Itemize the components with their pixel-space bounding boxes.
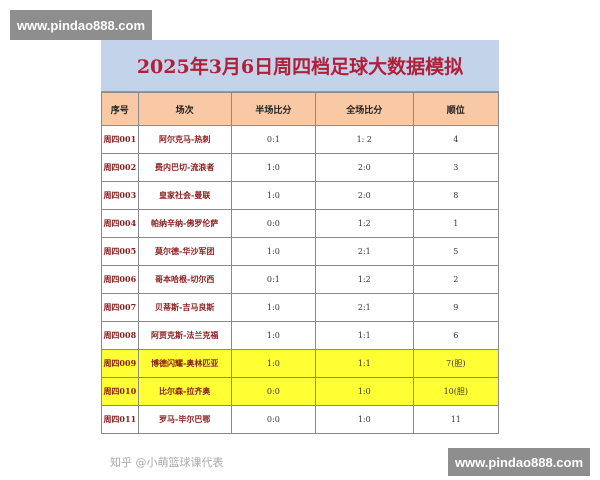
table-row: 周四009 博德闪耀-奥林匹亚 1:0 1:1 7(胆)	[101, 349, 500, 378]
cell-full: 2:1	[315, 293, 414, 322]
cell-half: 1:0	[230, 293, 317, 322]
cell-full: 1: 2	[315, 125, 414, 154]
cell-half: 1:0	[230, 349, 317, 378]
cell-id: 周四002	[101, 153, 139, 182]
column-header: 全场比分	[315, 92, 414, 126]
cell-id: 周四001	[101, 125, 139, 154]
cell-half: 0:0	[230, 377, 317, 406]
table-row: 周四004 帕纳辛纳-佛罗伦萨 0:0 1:2 1	[101, 209, 500, 238]
cell-full: 1:0	[315, 405, 414, 434]
cell-rank: 1	[412, 209, 500, 238]
cell-rank: 4	[412, 125, 500, 154]
cell-rank: 7(胆)	[412, 349, 500, 378]
site-watermark: www.pindao888.com	[10, 10, 152, 40]
page-title: 2025年3月6日周四档足球大数据模拟	[101, 40, 499, 92]
cell-rank: 8	[412, 181, 500, 210]
cell-full: 1:0	[315, 377, 414, 406]
table-row: 周四002 费内巴切-流浪者 1:0 2:0 3	[101, 153, 500, 182]
table-row: 周四011 罗马-毕尔巴鄂 0:0 1:0 11	[101, 405, 500, 434]
cell-match: 阿尔克马-热刺	[137, 125, 232, 154]
table-row: 周四003 皇家社会-曼联 1:0 2:0 8	[101, 181, 500, 210]
cell-full: 1:2	[315, 265, 414, 294]
cell-id: 周四004	[101, 209, 139, 238]
cell-rank: 11	[412, 405, 500, 434]
cell-rank: 5	[412, 237, 500, 266]
cell-half: 1:0	[230, 237, 317, 266]
cell-match: 博德闪耀-奥林匹亚	[137, 349, 232, 378]
cell-full: 2:0	[315, 181, 414, 210]
cell-match: 阿贾克斯-法兰克福	[137, 321, 232, 350]
cell-full: 1:2	[315, 209, 414, 238]
cell-half: 1:0	[230, 321, 317, 350]
cell-id: 周四008	[101, 321, 139, 350]
zhihu-watermark: 知乎 @小萌篮球课代表	[110, 456, 224, 469]
cell-rank: 2	[412, 265, 500, 294]
cell-full: 2:1	[315, 237, 414, 266]
cell-rank: 3	[412, 153, 500, 182]
table-row: 周四008 阿贾克斯-法兰克福 1:0 1:1 6	[101, 321, 500, 350]
cell-half: 0:0	[230, 405, 317, 434]
cell-match: 比尔森-拉齐奥	[137, 377, 232, 406]
site-watermark-bottom: www.pindao888.com	[448, 448, 590, 476]
table-row: 周四007 贝蒂斯-吉马良斯 1:0 2:1 9	[101, 293, 500, 322]
cell-full: 1:1	[315, 321, 414, 350]
cell-rank: 10(胆)	[412, 377, 500, 406]
table-row: 周四006 哥本哈根-切尔西 0:1 1:2 2	[101, 265, 500, 294]
cell-match: 贝蒂斯-吉马良斯	[137, 293, 232, 322]
cell-half: 1:0	[230, 181, 317, 210]
header-row: 序号 场次 半场比分 全场比分 顺位	[101, 92, 500, 126]
prediction-table: 2025年3月6日周四档足球大数据模拟 序号 场次 半场比分 全场比分 顺位 周四001…	[101, 40, 500, 434]
cell-half: 0:0	[230, 209, 317, 238]
cell-id: 周四006	[101, 265, 139, 294]
cell-match: 皇家社会-曼联	[137, 181, 232, 210]
cell-full: 2:0	[315, 153, 414, 182]
table-row: 周四010 比尔森-拉齐奥 0:0 1:0 10(胆)	[101, 377, 500, 406]
cell-half: 1:0	[230, 153, 317, 182]
column-header: 场次	[137, 92, 232, 126]
cell-match: 哥本哈根-切尔西	[137, 265, 232, 294]
cell-rank: 6	[412, 321, 500, 350]
cell-match: 莫尔德-华沙军团	[137, 237, 232, 266]
cell-id: 周四011	[101, 405, 139, 434]
table-row: 周四005 莫尔德-华沙军团 1:0 2:1 5	[101, 237, 500, 266]
cell-match: 费内巴切-流浪者	[137, 153, 232, 182]
cell-id: 周四003	[101, 181, 139, 210]
cell-id: 周四009	[101, 349, 139, 378]
cell-half: 0:1	[230, 125, 317, 154]
cell-match: 罗马-毕尔巴鄂	[137, 405, 232, 434]
cell-id: 周四007	[101, 293, 139, 322]
cell-id: 周四010	[101, 377, 139, 406]
cell-full: 1:1	[315, 349, 414, 378]
column-header: 半场比分	[230, 92, 317, 126]
column-header: 顺位	[412, 92, 500, 126]
cell-rank: 9	[412, 293, 500, 322]
cell-match: 帕纳辛纳-佛罗伦萨	[137, 209, 232, 238]
column-header: 序号	[101, 92, 139, 126]
cell-id: 周四005	[101, 237, 139, 266]
cell-half: 0:1	[230, 265, 317, 294]
